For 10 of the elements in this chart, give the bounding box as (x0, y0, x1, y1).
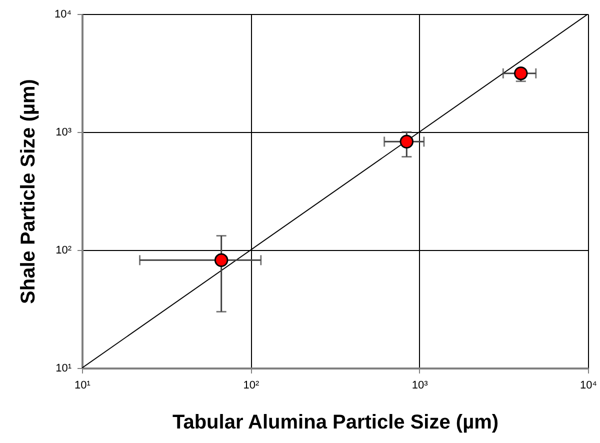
x-axis-title: Tabular Alumina Particle Size (µm) (172, 412, 499, 434)
y-axis-title: Shale Particle Size (µm) (18, 79, 40, 304)
y-tick-label: 10¹ (56, 362, 72, 374)
y-tick-label: 10³ (56, 126, 72, 138)
x-tick-label: 10² (243, 380, 260, 392)
x-tick-label: 10¹ (74, 380, 91, 392)
x-tick-label: 10⁴ (580, 380, 598, 392)
y-tick-label: 10² (56, 244, 72, 256)
x-tick-label: 10³ (412, 380, 428, 392)
y-tick-label: 10⁴ (54, 8, 72, 20)
